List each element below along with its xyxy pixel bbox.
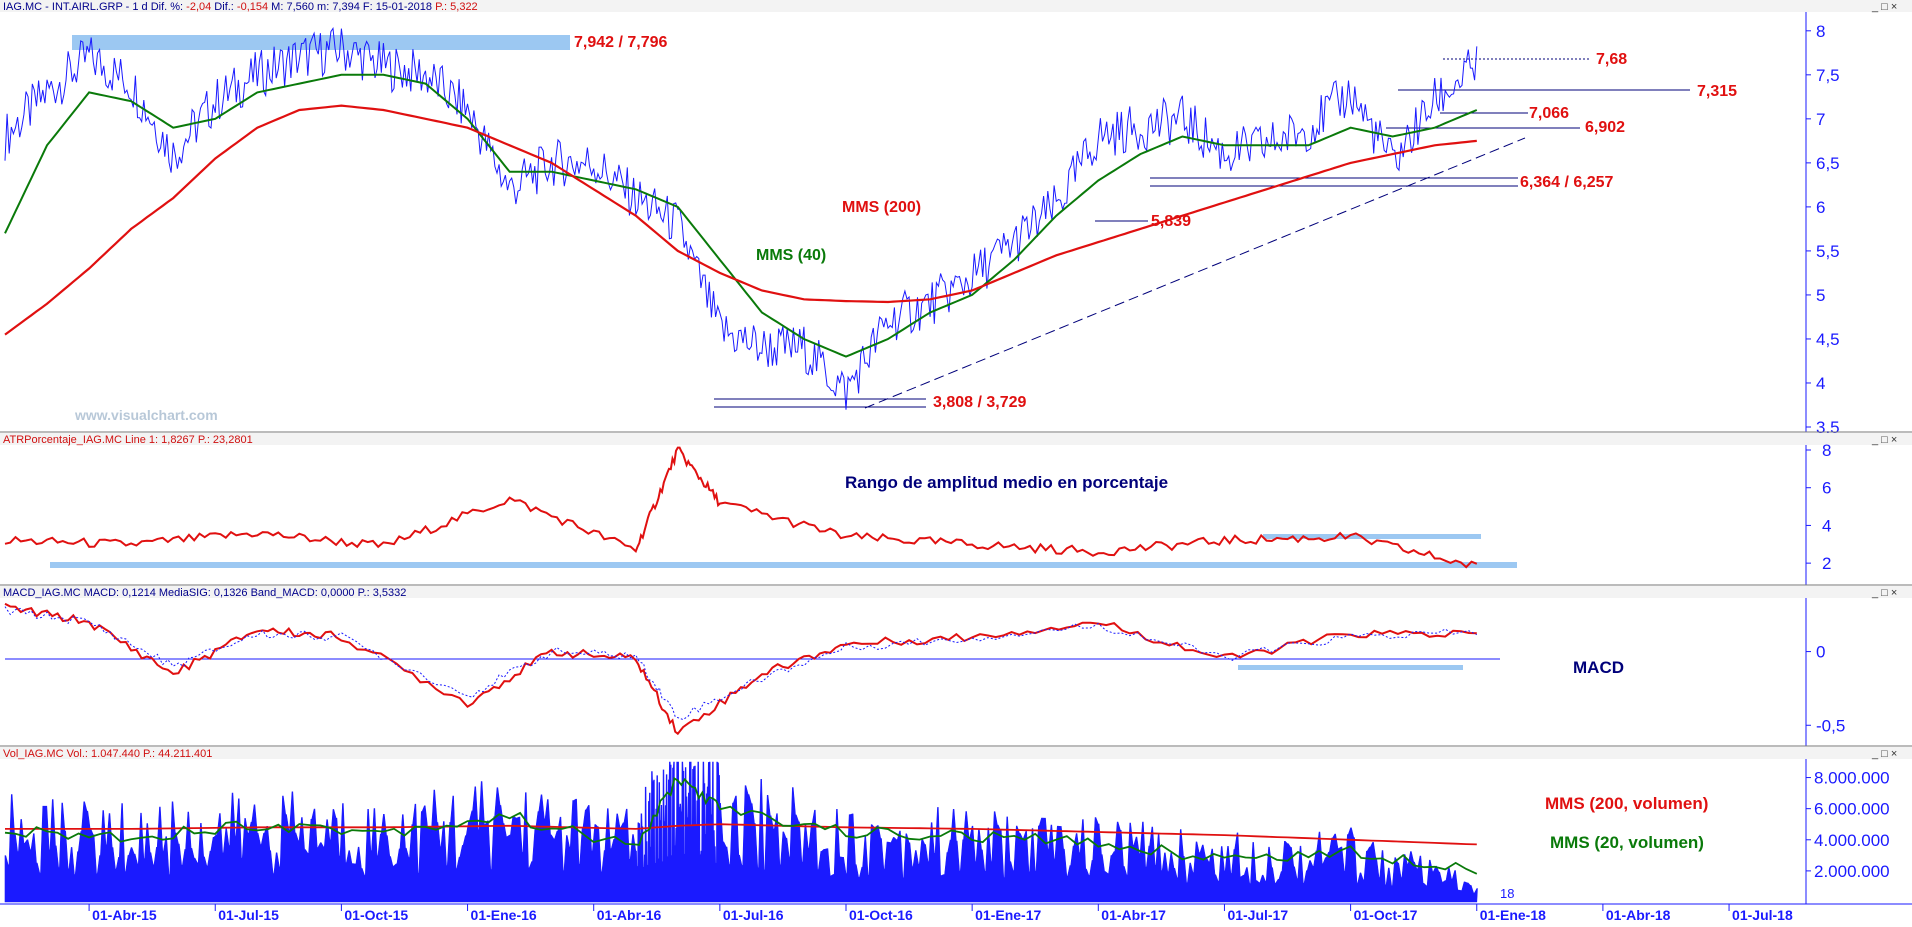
y-tick-label: 5 — [1816, 286, 1825, 305]
header-segment: IAG.MC - INT.AIRL.GRP - 1 d Dif. %: — [3, 1, 186, 13]
macd-series-group — [4, 602, 1478, 736]
x-tick-label: 01-Jul-18 — [1732, 907, 1793, 922]
annotation-7066: 7,066 — [1529, 105, 1569, 122]
mms200-line — [4, 104, 1477, 336]
macd-header: MACD_IAG.MC MACD: 0,1214 MediaSIG: 0,132… — [3, 587, 406, 599]
y-tick-label: 7 — [1816, 110, 1825, 129]
volume-header: Vol_IAG.MC Vol.: 1.047.440 P.: 44.211.40… — [3, 748, 212, 760]
macd-line — [4, 602, 1477, 736]
y-tick-label: 6 — [1822, 479, 1831, 498]
watermark: www.visualchart.com — [74, 407, 218, 423]
x-tick-label: 01-Abr-17 — [1101, 907, 1166, 922]
atr-header-bar — [0, 433, 1912, 445]
macd-title: MACD — [1573, 658, 1624, 677]
header-segment: M: 7,560 m: 7,394 F: 15-01-2018 — [268, 1, 435, 13]
atr-window-controls[interactable]: _ □ × — [1871, 434, 1897, 446]
label-mms200: MMS (200) — [842, 199, 921, 216]
price-series-group — [4, 26, 1478, 410]
header-segment: P.: 23,2801 — [198, 434, 253, 446]
x-tick-label: 01-Oct-16 — [849, 907, 913, 922]
header-segment: ATRPorcentaje_IAG.MC Line 1: 1,8267 — [3, 434, 198, 446]
atr-header: ATRPorcentaje_IAG.MC Line 1: 1,8267 P.: … — [3, 434, 253, 446]
label-vol-mms200: MMS (200, volumen) — [1545, 794, 1708, 813]
x-tick-label: 01-Ene-16 — [471, 907, 537, 922]
volume-window-controls[interactable]: _ □ × — [1871, 748, 1897, 760]
price-panel[interactable]: IAG.MC - INT.AIRL.GRP - 1 d Dif. %: -2,0… — [0, 0, 1912, 437]
volume-mms200-line — [5, 823, 1477, 846]
y-tick-label: 8 — [1822, 441, 1831, 460]
header-segment: Vol_IAG.MC Vol.: 1.047.440 P.: 44.211.40… — [3, 748, 212, 760]
atr-base-band — [50, 562, 1517, 568]
y-tick-label: 8.000.000 — [1814, 769, 1890, 788]
y-tick-label: 0 — [1816, 643, 1825, 662]
annotation-5839: 5,839 — [1151, 213, 1191, 230]
mms40-line — [4, 73, 1478, 358]
price-header-bar — [0, 0, 1912, 12]
volume-y-ticks: 8.000.000 6.000.000 4.000.000 2.000.000 — [1806, 769, 1890, 881]
atr-high-band — [1263, 534, 1481, 539]
volume-header-bar — [0, 747, 1912, 759]
macd-panel[interactable]: MACD_IAG.MC MACD: 0,1214 MediaSIG: 0,132… — [0, 586, 1912, 747]
atr-panel[interactable]: ATRPorcentaje_IAG.MC Line 1: 1,8267 P.: … — [0, 433, 1912, 586]
macd-signal-line — [4, 606, 1478, 721]
y-tick-label: 4,5 — [1816, 330, 1840, 349]
y-tick-label: 2 — [1822, 554, 1831, 573]
atr-title: Rango de amplitud medio en porcentaje — [845, 473, 1168, 492]
y-tick-label: 7,5 — [1816, 66, 1840, 85]
volume-panel[interactable]: Vol_IAG.MC Vol.: 1.047.440 P.: 44.211.40… — [0, 747, 1912, 905]
header-segment: -0,154 — [237, 1, 268, 13]
x-tick-label: 01-Abr-18 — [1606, 907, 1671, 922]
x-axis: 01-Abr-15 01-Jul-15 01-Oct-15 01-Ene-16 01-A… — [88, 904, 1793, 923]
x-tick-label: 01-Oct-17 — [1354, 907, 1418, 922]
x-tick-label: 01-Oct-15 — [344, 907, 408, 922]
y-tick-label: 6,5 — [1816, 154, 1840, 173]
y-tick-label: 6 — [1816, 198, 1825, 217]
price-window-controls[interactable]: _ □ × — [1871, 1, 1897, 13]
x-tick-label: 01-Jul-15 — [218, 907, 279, 922]
label-mms40: MMS (40) — [756, 247, 826, 264]
macd-band — [1238, 665, 1463, 670]
y-tick-label: 8 — [1816, 22, 1825, 41]
macd-header-bar — [0, 586, 1912, 598]
y-tick-label: -0,5 — [1816, 716, 1845, 735]
volume-series-group — [4, 761, 1478, 903]
x-tick-label: 01-Ene-18 — [1480, 907, 1546, 922]
y-tick-label: 4 — [1816, 374, 1825, 393]
x-tick-label: 01-Abr-16 — [597, 907, 662, 922]
x-tick-label: 01-Abr-15 — [92, 907, 157, 922]
atr-series-group — [4, 446, 1478, 569]
annotation-high: 7,68 — [1596, 51, 1627, 68]
y-tick-label: 2.000.000 — [1814, 862, 1890, 881]
header-segment: P.: 5,322 — [435, 1, 478, 13]
annotation-6364: 6,364 / 6,257 — [1520, 174, 1614, 191]
annotation-low: 3,808 / 3,729 — [933, 394, 1027, 411]
price-line — [4, 26, 1478, 410]
x-tick-label: 01-Jul-17 — [1227, 907, 1288, 922]
annotation-7315: 7,315 — [1697, 83, 1737, 100]
volume-mms20-line — [4, 776, 1478, 875]
macd-window-controls[interactable]: _ □ × — [1871, 587, 1897, 599]
annotation-6902: 6,902 — [1585, 119, 1625, 136]
x-tick-label: 01-Ene-17 — [975, 907, 1041, 922]
trendline — [864, 137, 1526, 409]
y-tick-label: 4 — [1822, 516, 1831, 535]
macd-y-ticks: 0 -0,5 — [1806, 643, 1845, 735]
price-y-ticks: 87,576,565,554,543,5 — [1806, 22, 1840, 437]
header-segment: Dif.: — [211, 1, 237, 13]
last-bar-label: 18 — [1500, 886, 1514, 901]
volume-bars — [4, 761, 1478, 903]
annotation-resistance: 7,942 / 7,796 — [574, 34, 668, 51]
header-segment: -2,04 — [186, 1, 211, 13]
header-segment: MACD_IAG.MC MACD: 0,1214 MediaSIG: 0,132… — [3, 587, 406, 599]
atr-y-ticks: 8 6 4 2 — [1806, 441, 1831, 573]
y-tick-label: 4.000.000 — [1814, 831, 1890, 850]
price-header: IAG.MC - INT.AIRL.GRP - 1 d Dif. %: -2,0… — [3, 1, 478, 13]
x-tick-label: 01-Jul-16 — [723, 907, 784, 922]
y-tick-label: 5,5 — [1816, 242, 1840, 261]
label-vol-mms20: MMS (20, volumen) — [1550, 833, 1704, 852]
atr-line — [4, 446, 1478, 569]
y-tick-label: 6.000.000 — [1814, 800, 1890, 819]
